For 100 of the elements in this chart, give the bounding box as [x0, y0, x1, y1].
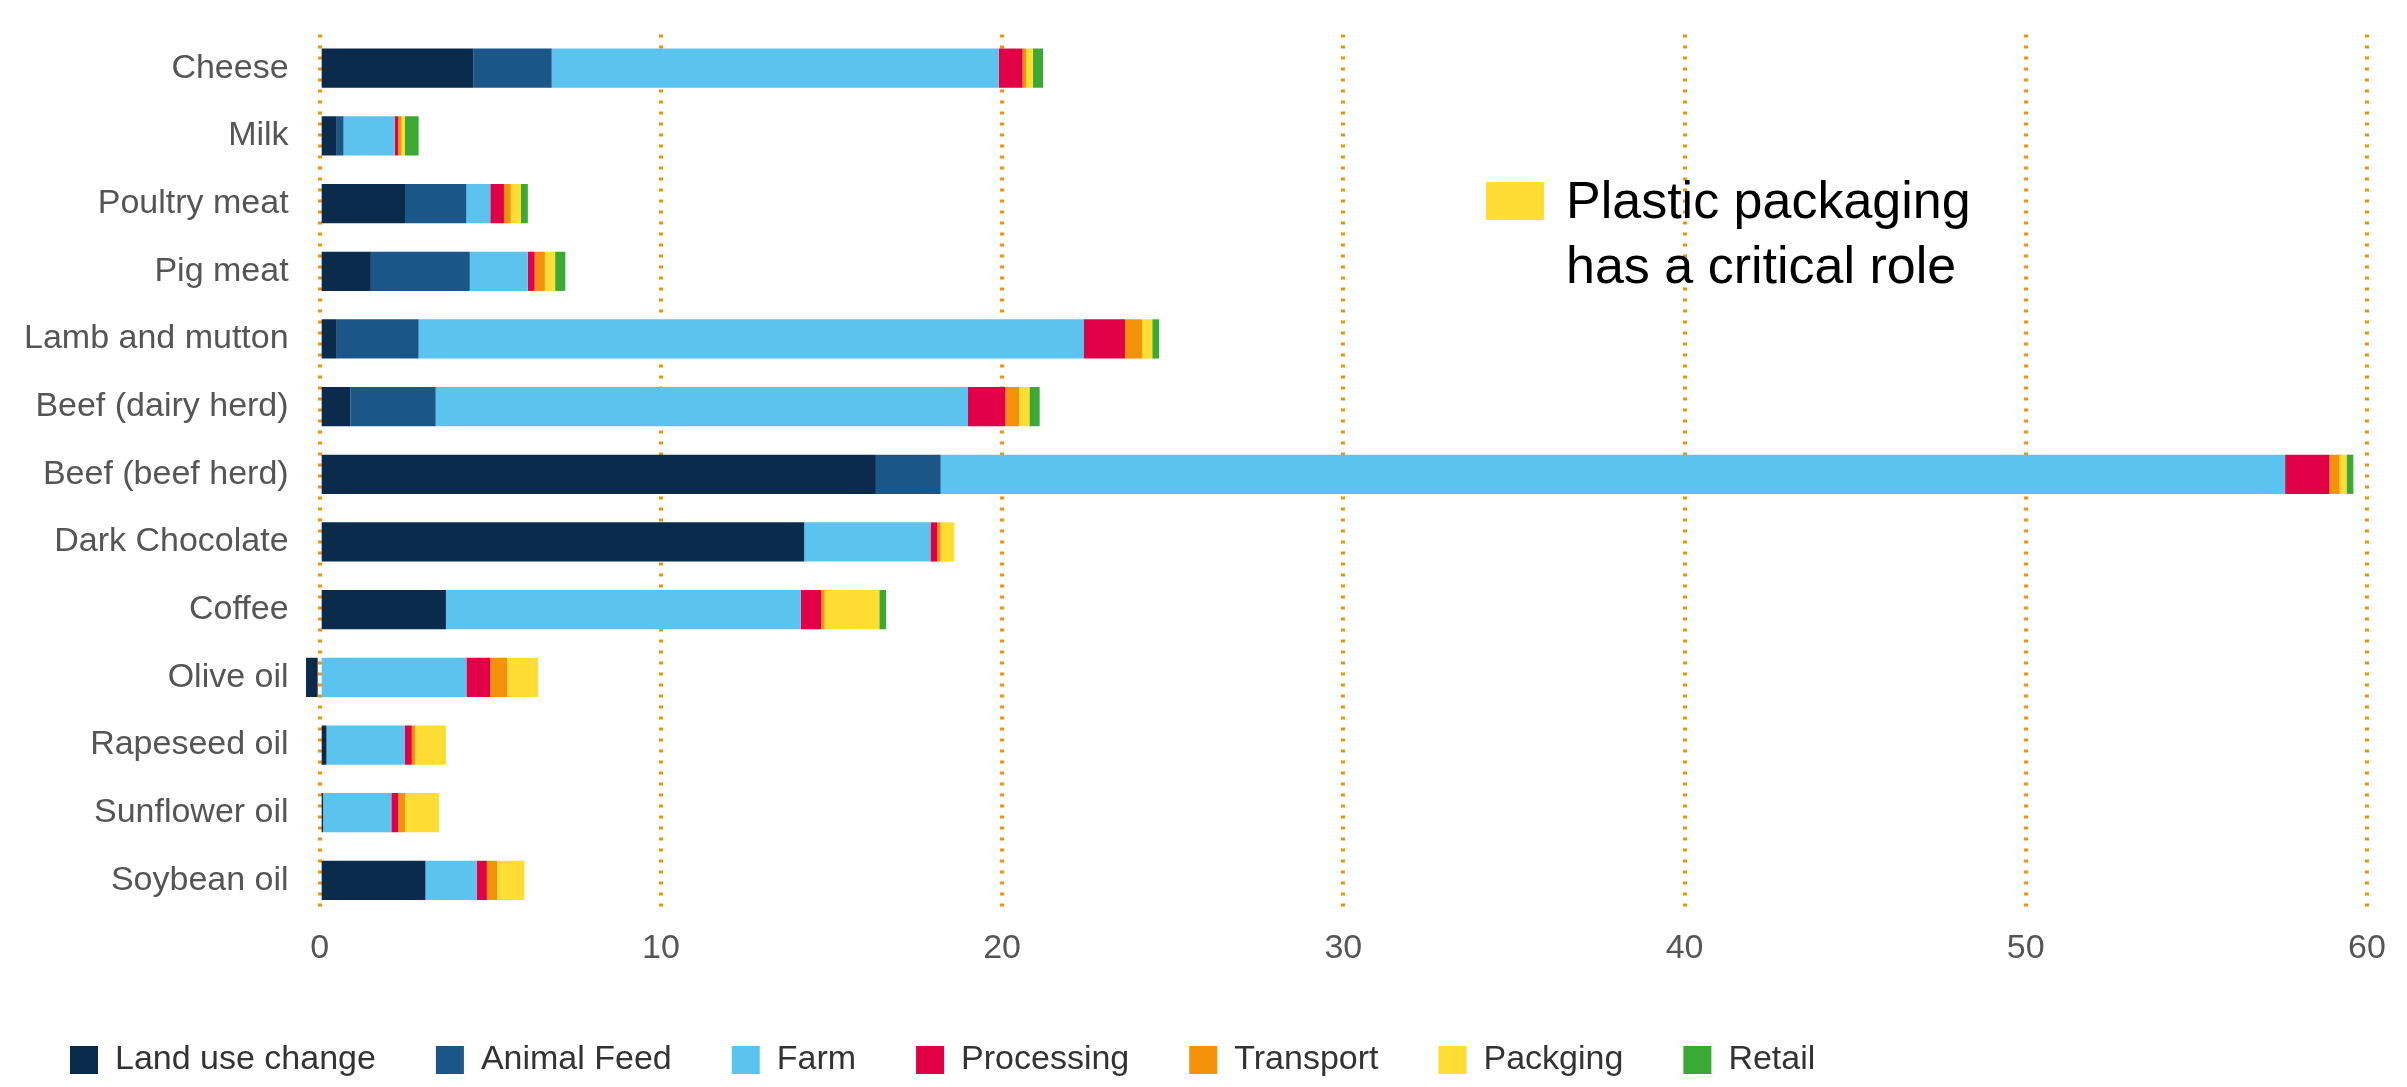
y-tick-label: Soybean oil	[110, 858, 289, 897]
bar	[321, 657, 467, 697]
x-tick-label: 30	[1324, 926, 1363, 965]
bar	[343, 116, 395, 156]
x-tick-label: 60	[2348, 926, 2386, 965]
y-tick-label: Lamb and mutton	[23, 317, 289, 356]
bar	[821, 590, 825, 630]
bar	[1142, 319, 1153, 359]
bar	[418, 319, 1085, 359]
y-tick-label: Beef (dairy herd)	[35, 385, 289, 423]
legend-label: Packging	[1483, 1038, 1624, 1077]
bar	[1005, 387, 1020, 427]
bar	[551, 48, 999, 88]
bar	[350, 387, 436, 427]
bar	[404, 183, 467, 224]
bar	[326, 725, 405, 765]
bar	[370, 251, 470, 291]
bar	[466, 657, 491, 697]
bar	[404, 725, 412, 765]
bar	[1026, 48, 1033, 88]
bar	[503, 183, 511, 224]
bar	[940, 522, 955, 562]
bar	[490, 657, 508, 697]
x-tick-label: 20	[983, 926, 1022, 965]
bar	[1019, 387, 1030, 427]
y-tick-label: Coffee	[189, 588, 289, 627]
y-tick-label: Sunflower oil	[93, 791, 289, 830]
y-tick-label: Pig meat	[154, 249, 290, 288]
bar	[321, 48, 474, 88]
bar	[321, 590, 446, 630]
x-tick-label: 10	[641, 926, 680, 965]
bar	[930, 522, 938, 562]
bar	[534, 251, 545, 291]
y-tick-label: Rapeseed oil	[90, 723, 289, 762]
bar	[415, 725, 446, 765]
bar	[1032, 48, 1044, 88]
bar	[476, 860, 487, 900]
bar	[445, 590, 801, 630]
bar	[510, 183, 521, 224]
bar	[473, 48, 552, 88]
bar	[520, 183, 528, 224]
bar	[555, 251, 566, 291]
bar	[321, 116, 337, 156]
bar	[967, 387, 1006, 427]
legend-label: Retail	[1728, 1038, 1816, 1077]
legend-label: Farm	[776, 1038, 857, 1077]
bar	[2285, 454, 2330, 494]
y-tick-label: Olive oil	[167, 655, 289, 694]
legend-label: Land use change	[115, 1038, 376, 1077]
bar	[404, 116, 419, 156]
bar	[486, 860, 498, 900]
y-tick-label: Beef (beef herd)	[42, 452, 289, 491]
bar	[394, 116, 399, 156]
bar	[824, 590, 880, 630]
y-tick-label: Cheese	[171, 46, 289, 85]
annotation: Plastic packaging has a critical role	[1566, 170, 1972, 296]
bar	[800, 590, 822, 630]
bar	[435, 387, 968, 427]
bar	[804, 522, 931, 562]
bar	[940, 454, 2286, 494]
bar	[336, 116, 344, 156]
bar	[321, 454, 876, 494]
x-tick-label: 40	[1665, 926, 1704, 965]
bar	[404, 793, 440, 833]
x-tick-label: 0	[310, 926, 330, 965]
bar	[1152, 319, 1160, 359]
bar	[1124, 319, 1143, 359]
legend-label: Processing	[961, 1038, 1130, 1077]
bar	[2329, 454, 2340, 494]
bar	[497, 860, 525, 900]
y-tick-label: Poultry meat	[97, 181, 290, 220]
bar	[2339, 454, 2347, 494]
bar	[544, 251, 556, 291]
bar	[466, 183, 491, 224]
y-tick-label: Milk	[228, 114, 290, 153]
bar	[321, 319, 337, 359]
bar	[323, 793, 392, 833]
legend-label: Transport	[1234, 1038, 1380, 1077]
bar	[1084, 319, 1125, 359]
bar	[321, 522, 805, 562]
bar	[1029, 387, 1040, 427]
x-tick-label: 50	[2006, 926, 2045, 965]
bar	[321, 860, 426, 900]
bar	[998, 48, 1023, 88]
bar	[527, 251, 535, 291]
bar	[336, 319, 419, 359]
legend-label: Animal Feed	[480, 1038, 672, 1077]
bar	[875, 454, 941, 494]
bar	[879, 590, 887, 630]
bar	[469, 251, 528, 291]
bar	[937, 522, 941, 562]
bar	[391, 793, 399, 833]
bar	[507, 657, 539, 697]
bar	[425, 860, 477, 900]
bar	[321, 387, 351, 427]
bar	[321, 251, 371, 291]
y-tick-label: Dark Chocolate	[54, 520, 289, 559]
bar	[321, 183, 405, 224]
bar	[398, 793, 405, 833]
bar	[490, 183, 504, 224]
